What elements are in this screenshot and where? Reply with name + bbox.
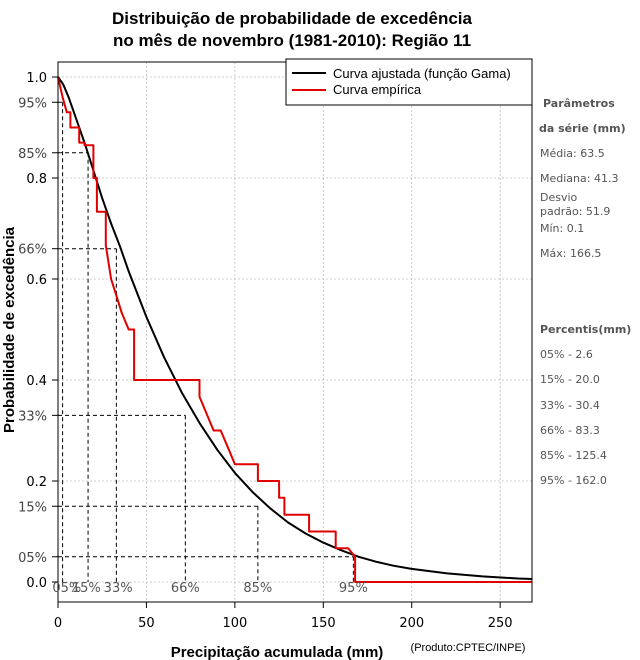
y-tick-label-1: 95% bbox=[18, 96, 47, 111]
y-axis: 1.0 95% 85% 0.8 66% 0.6 0.4 33% 0.2 15% 05% 0.0 bbox=[18, 71, 58, 591]
credit-label: (Produto:CPTEC/INPE) bbox=[411, 642, 526, 654]
y-tick-label-2: 85% bbox=[18, 147, 47, 162]
legend-label-fitted: Curva ajustada (função Gama) bbox=[333, 66, 511, 81]
series-line-fitted-gamma bbox=[57, 76, 533, 580]
percentile-guides bbox=[58, 101, 354, 582]
x-axis: 0 50 100 150 200 250 bbox=[54, 602, 513, 631]
y-tick-label-5: 0.6 bbox=[26, 273, 47, 288]
series-parameters-panel: Parâmetros da série (mm) Média: 63.5 Med… bbox=[539, 97, 626, 260]
y-tick-label-4: 66% bbox=[18, 243, 47, 258]
percentile-axis-label-1: 15% bbox=[72, 581, 101, 596]
x-tick-label-0: 0 bbox=[54, 616, 62, 631]
y-tick-label-7: 33% bbox=[18, 409, 47, 424]
percentis-heading: Percentis(mm) bbox=[540, 323, 631, 336]
param-mediana: Mediana: 41.3 bbox=[540, 172, 618, 185]
legend-label-empirical: Curva empírica bbox=[333, 82, 422, 97]
percentile-66: 66% - 83.3 bbox=[540, 424, 600, 437]
x-axis-label: Precipitação acumulada (mm) bbox=[171, 644, 384, 660]
percentile-15: 15% - 20.0 bbox=[540, 373, 600, 386]
x-tick-label-3: 150 bbox=[311, 616, 336, 631]
param-min: Mín: 0.1 bbox=[540, 222, 584, 235]
y-tick-label-6: 0.4 bbox=[26, 374, 47, 389]
percentile-05: 05% - 2.6 bbox=[540, 348, 593, 361]
y-tick-label-8: 0.2 bbox=[26, 475, 47, 490]
y-tick-label-9: 15% bbox=[18, 500, 47, 515]
param-max: Máx: 166.5 bbox=[540, 247, 601, 260]
y-tick-label-10: 05% bbox=[18, 551, 47, 566]
legend: Curva ajustada (função Gama) Curva empír… bbox=[285, 58, 533, 106]
x-tick-label-1: 50 bbox=[138, 616, 155, 631]
y-axis-label: Probabilidade de excedência bbox=[1, 226, 18, 433]
percentiles-panel: Percentis(mm) 05% - 2.6 15% - 20.0 33% -… bbox=[540, 323, 631, 487]
y-tick-label-0: 1.0 bbox=[26, 71, 47, 86]
series-line-empirical bbox=[57, 76, 532, 583]
percentile-33: 33% - 30.4 bbox=[540, 399, 600, 412]
x-tick-label-4: 200 bbox=[399, 616, 424, 631]
params-heading-2: da série (mm) bbox=[539, 122, 626, 135]
chart-title-line1: Distribuição de probabilidade de excedên… bbox=[112, 9, 472, 28]
percentile-axis-label-4: 85% bbox=[243, 581, 272, 596]
y-tick-label-3: 0.8 bbox=[26, 172, 47, 187]
x-tick-label-5: 250 bbox=[488, 616, 513, 631]
series-layer bbox=[57, 76, 533, 583]
y-tick-label-11: 0.0 bbox=[26, 576, 47, 591]
param-media: Média: 63.5 bbox=[540, 147, 605, 160]
percentile-axis-label-0: 05% bbox=[52, 581, 81, 596]
percentile-axis-label-3: 66% bbox=[171, 581, 200, 596]
percentile-labels: 05%15% 33% 66% 85% 95% bbox=[52, 581, 367, 596]
chart-title-line2: no mês de novembro (1981-2010): Região 1… bbox=[113, 31, 471, 50]
plot-frame bbox=[57, 61, 533, 603]
percentile-95: 95% - 162.0 bbox=[540, 474, 607, 487]
x-tick-label-2: 100 bbox=[222, 616, 247, 631]
percentile-axis-label-5: 95% bbox=[339, 581, 368, 596]
param-desvio-line1: Desvio bbox=[540, 191, 578, 204]
params-heading-1: Parâmetros bbox=[543, 97, 615, 110]
percentile-axis-label-2: 33% bbox=[104, 581, 133, 596]
grid bbox=[57, 62, 532, 602]
param-desvio-line2: padrão: 51.9 bbox=[540, 205, 610, 218]
legend-box bbox=[285, 58, 533, 106]
percentile-85: 85% - 125.4 bbox=[540, 449, 607, 462]
